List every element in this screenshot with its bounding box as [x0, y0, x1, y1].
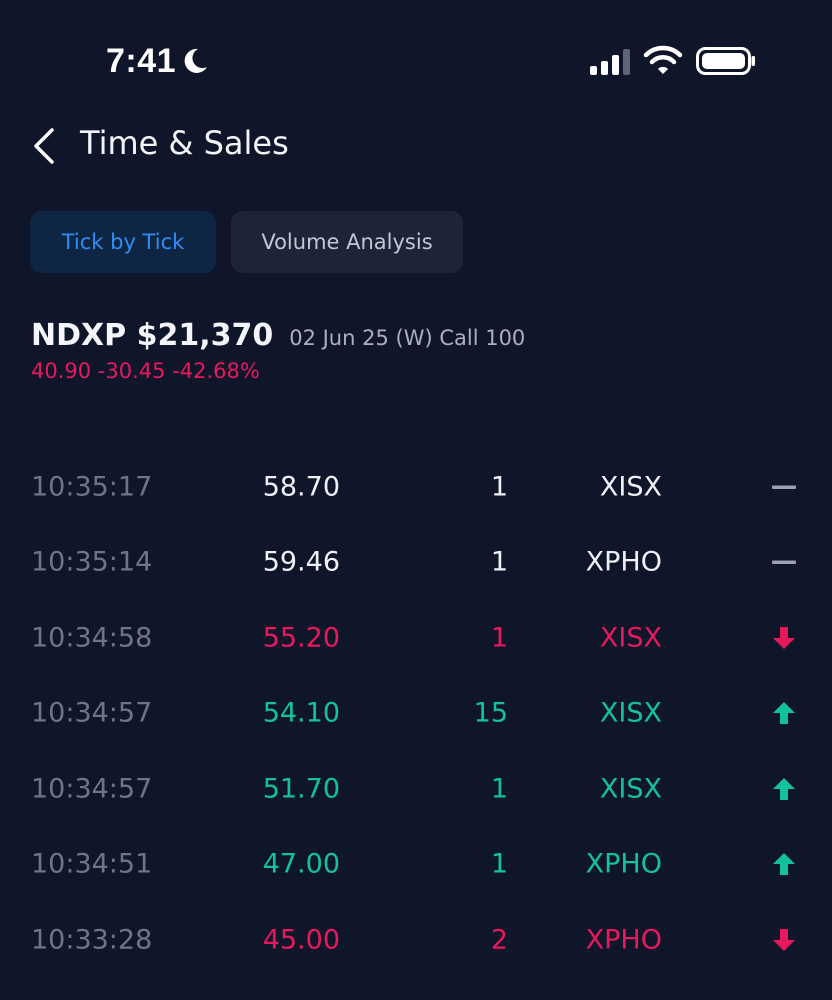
status-time: 7:41	[106, 42, 177, 80]
symbol-price: NDXP $21,370	[31, 318, 274, 353]
trade-exchange: XPHO	[585, 848, 662, 880]
wifi-icon	[643, 45, 683, 74]
quote-header: NDXP $21,370 02 Jun 25 (W) Call 100	[31, 318, 811, 353]
quote-summary: NDXP $21,370 02 Jun 25 (W) Call 100 40.9…	[31, 318, 811, 383]
tab-volume-analysis[interactable]: Volume Analysis	[231, 211, 463, 273]
price-change: 40.90 -30.45 -42.68%	[31, 359, 260, 383]
trade-price: 51.70	[262, 773, 340, 805]
trade-size: 1	[490, 471, 508, 503]
battery-icon	[696, 47, 755, 75]
trade-size: 15	[473, 697, 508, 729]
trade-exchange: XPHO	[585, 546, 662, 578]
trade-time: 10:34:58	[31, 622, 153, 654]
status-bar: 7:41	[0, 0, 832, 120]
trade-exchange: XISX	[599, 471, 662, 503]
trade-price: 59.46	[262, 546, 340, 578]
arrow-up-icon	[773, 777, 795, 800]
trade-time: 10:34:57	[31, 773, 153, 805]
chevron-left-icon[interactable]	[30, 126, 60, 166]
trade-exchange: XISX	[599, 697, 662, 729]
trade-price: 54.10	[262, 697, 340, 729]
signal-icon	[590, 49, 630, 75]
trade-row: 10:34:57 54.10 15 XISX	[0, 676, 832, 752]
trade-price: 47.00	[262, 848, 340, 880]
trade-size: 2	[490, 924, 508, 956]
tab-tick-by-tick[interactable]: Tick by Tick	[30, 211, 216, 273]
contract-description: 02 Jun 25 (W) Call 100	[289, 326, 526, 350]
arrow-down-icon	[773, 626, 795, 649]
trade-row: 10:33:28 45.00 2 XPHO	[0, 902, 832, 978]
trade-time: 10:35:17	[31, 471, 153, 503]
trade-time: 10:34:51	[31, 848, 153, 880]
trade-exchange: XISX	[599, 622, 662, 654]
moon-icon	[184, 48, 207, 73]
trade-price: 55.20	[262, 622, 340, 654]
trade-price: 45.00	[262, 924, 340, 956]
trade-size: 1	[490, 773, 508, 805]
trade-row: 10:34:51 47.00 1 XPHO	[0, 827, 832, 903]
trade-size: 1	[490, 622, 508, 654]
header: Time & Sales	[0, 110, 832, 182]
trade-row: 10:35:14 59.46 1 XPHO	[0, 525, 832, 601]
trade-size: 1	[490, 848, 508, 880]
trade-row: 10:34:57 51.70 1 XISX	[0, 751, 832, 827]
dash-icon	[772, 560, 796, 565]
trade-time: 10:33:28	[31, 924, 153, 956]
trades-list: 10:35:17 58.70 1 XISX 10:35:14 59.46 1 XPHO 10:3…	[0, 449, 832, 978]
page-title: Time & Sales	[80, 124, 289, 162]
dash-icon	[772, 485, 796, 489]
arrow-down-icon	[773, 928, 795, 951]
trade-size: 1	[490, 546, 508, 578]
trade-exchange: XISX	[599, 773, 662, 805]
arrow-up-icon	[773, 853, 795, 876]
trade-price: 58.70	[262, 471, 340, 503]
trade-exchange: XPHO	[585, 924, 662, 956]
trade-row: 10:34:58 55.20 1 XISX	[0, 600, 832, 676]
trade-row: 10:35:17 58.70 1 XISX	[0, 449, 832, 525]
arrow-up-icon	[773, 702, 795, 725]
trade-time: 10:35:14	[31, 546, 153, 578]
trade-time: 10:34:57	[31, 697, 153, 729]
